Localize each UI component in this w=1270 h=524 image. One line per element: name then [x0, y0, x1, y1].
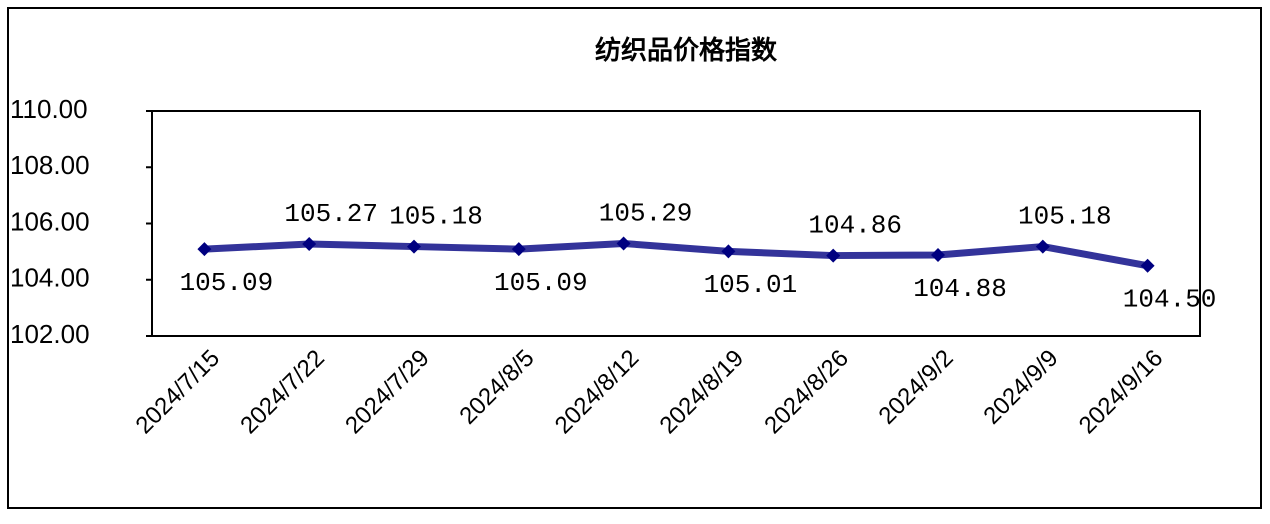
data-point: [931, 248, 945, 262]
y-tick-label: 108.00: [10, 150, 90, 180]
data-point: [511, 242, 526, 257]
value-label: 105.01: [704, 270, 798, 300]
y-tick-label: 102.00: [10, 319, 90, 349]
data-point: [407, 239, 421, 254]
data-point: [302, 237, 317, 252]
data-point: [1140, 258, 1155, 273]
y-tick-label: 106.00: [10, 206, 90, 236]
value-label: 104.86: [808, 210, 902, 240]
data-point: [721, 244, 736, 259]
value-label: 105.09: [180, 268, 274, 298]
value-label: 105.27: [284, 199, 378, 229]
value-label: 105.18: [1018, 201, 1112, 231]
data-point: [616, 236, 631, 251]
y-tick-label: 104.00: [10, 263, 90, 293]
data-point: [1035, 239, 1050, 254]
data-line: [204, 239, 1149, 270]
value-label: 104.88: [913, 274, 1007, 304]
value-label: 105.29: [599, 198, 693, 228]
data-point: [197, 242, 212, 257]
value-label: 105.09: [494, 268, 588, 298]
chart-border: [7, 7, 1262, 509]
y-tick-label: 110.00: [10, 94, 88, 124]
value-label: 104.50: [1123, 285, 1217, 315]
chart-title: 纺织品价格指数: [595, 35, 778, 65]
value-label: 105.18: [389, 201, 483, 231]
data-point: [826, 248, 841, 263]
